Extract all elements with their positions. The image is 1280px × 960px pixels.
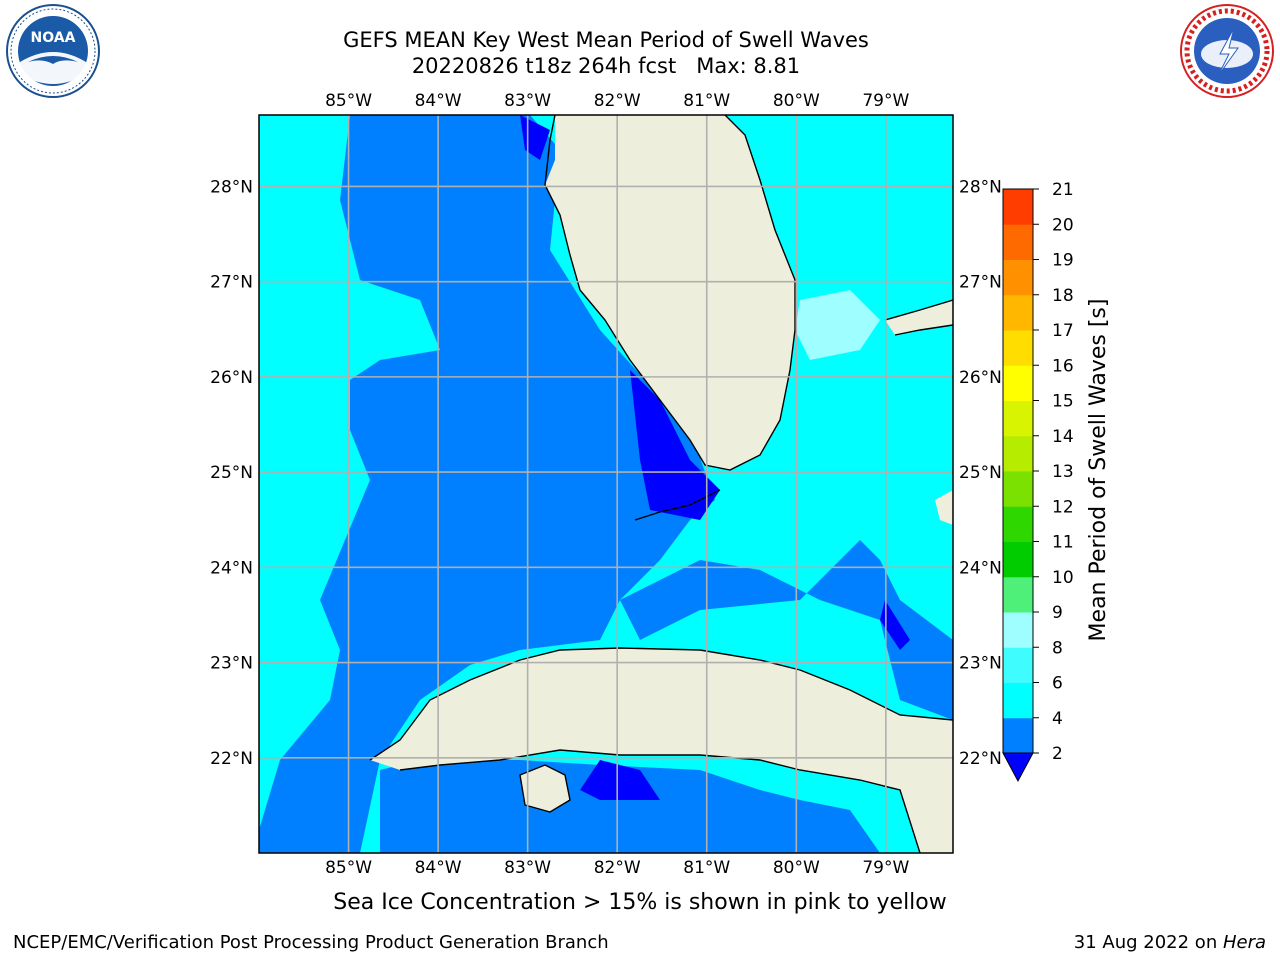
lon-tick-label: 83°W: [504, 858, 551, 878]
isla-juventud-land: [520, 765, 570, 812]
footer-date-text: 31 Aug 2022 on: [1073, 932, 1223, 953]
nws-logo: [1180, 4, 1274, 98]
colorbar-segment: [1003, 330, 1033, 366]
footer-date: 31 Aug 2022 on Hera: [1074, 932, 1266, 953]
coastlines: [369, 115, 953, 853]
lon-tick-label: 83°W: [504, 91, 551, 111]
colorbar-segment: [1003, 294, 1033, 331]
bahamas-land: [885, 300, 953, 335]
lat-tick-label: 24°N: [959, 558, 1002, 578]
lon-tick-label: 82°W: [594, 858, 641, 878]
colorbar-segment: [1003, 471, 1033, 507]
lon-labels-bottom: 85°W 84°W 83°W 82°W 81°W 80°W 79°W: [325, 858, 909, 878]
colorbar-under-arrow: [1002, 752, 1034, 783]
colorbar-tick-label: 18: [1052, 286, 1074, 306]
florida-land: [545, 115, 795, 470]
lon-tick-label: 84°W: [415, 91, 462, 111]
ocean-field-2-4: [259, 115, 715, 853]
colorbar-label: Mean Period of Swell Waves [s]: [1086, 299, 1111, 642]
colorbar-segment: [1003, 224, 1033, 260]
bahamas-land: [935, 490, 953, 525]
colorbar-tick-label: 20: [1052, 215, 1074, 235]
colorbar-tick-label: 15: [1052, 392, 1074, 412]
map-plot-area: [259, 115, 953, 853]
colorbar-tick-label: 9: [1052, 603, 1063, 623]
colorbar-segment: [1003, 576, 1033, 613]
colorbar-segment: [1003, 612, 1033, 648]
colorbar-tick-label: 11: [1052, 533, 1074, 553]
lon-tick-label: 79°W: [862, 91, 909, 111]
colorbar-segment: [1003, 365, 1033, 401]
ocean-field-2-4: [620, 540, 953, 720]
lat-tick-label: 27°N: [210, 273, 253, 293]
lon-labels-top: 85°W 84°W 83°W 82°W 81°W 80°W 79°W: [325, 91, 909, 111]
footer-host: Hera: [1222, 932, 1266, 953]
lon-tick-label: 81°W: [683, 91, 730, 111]
colorbar-segment: [1003, 541, 1033, 578]
noaa-logo: NOAA: [6, 4, 100, 98]
lat-tick-label: 28°N: [210, 177, 253, 197]
lon-tick-label: 84°W: [415, 858, 462, 878]
lat-tick-label: 26°N: [959, 368, 1002, 388]
colorbar-tick-label: 6: [1052, 674, 1063, 694]
colorbar: 2 4 6 8 9 10 11 12 13 14 15 16 17 18 19 20 21: [1002, 180, 1074, 783]
colorbar-tick-label: 17: [1052, 321, 1074, 341]
lat-tick-label: 24°N: [210, 558, 253, 578]
ocean-field-lt2: [880, 600, 910, 650]
colorbar-tick-label: 14: [1052, 427, 1074, 447]
colorbar-tick-label: 4: [1052, 709, 1063, 729]
colorbar-segment: [1003, 400, 1033, 437]
lon-tick-label: 82°W: [594, 91, 641, 111]
lat-tick-label: 23°N: [210, 654, 253, 674]
colorbar-tick-label: 12: [1052, 497, 1074, 517]
lat-tick-label: 23°N: [959, 654, 1002, 674]
colorbar-segment: [1003, 717, 1033, 754]
footer-credit: NCEP/EMC/Verification Post Processing Pr…: [13, 932, 609, 953]
colorbar-segment: [1003, 189, 1033, 225]
colorbar-tick-label: 19: [1052, 251, 1074, 271]
colorbar-tick-label: 10: [1052, 568, 1074, 588]
lat-labels-left: 28°N 27°N 26°N 25°N 24°N 23°N 22°N: [210, 177, 253, 768]
colorbar-segment: [1003, 647, 1033, 683]
cuba-land: [370, 648, 953, 853]
lon-tick-label: 85°W: [325, 858, 372, 878]
colorbar-segment: [1003, 682, 1033, 719]
colorbar-tick-label: 2: [1052, 744, 1063, 764]
lon-tick-label: 79°W: [862, 858, 909, 878]
map-gridlines: [259, 115, 953, 853]
colorbar-segment: [1003, 506, 1033, 542]
lon-tick-label: 81°W: [683, 858, 730, 878]
lat-labels-right: 28°N 27°N 26°N 25°N 24°N 23°N 22°N: [959, 177, 1002, 768]
colorbar-segment: [1003, 435, 1033, 472]
map-frame: [258, 114, 954, 854]
ocean-field-lt2: [580, 760, 660, 800]
lon-tick-label: 80°W: [773, 858, 820, 878]
colorbar-segment: [1003, 259, 1033, 296]
lon-tick-label: 85°W: [325, 91, 372, 111]
ocean-field-lt2: [630, 370, 720, 520]
chart-title: GEFS MEAN Key West Mean Period of Swell …: [343, 28, 869, 52]
lon-tick-label: 80°W: [773, 91, 820, 111]
lat-tick-label: 28°N: [959, 177, 1002, 197]
ocean-field-2-4: [380, 760, 880, 853]
colorbar-tick-label: 13: [1052, 462, 1074, 482]
noaa-logo-text: NOAA: [31, 30, 76, 46]
ocean-field-2-4: [360, 115, 530, 270]
colorbar-tick-label: 16: [1052, 356, 1074, 376]
lat-tick-label: 25°N: [210, 463, 253, 483]
colorbar-tick-label: 21: [1052, 180, 1074, 200]
lat-tick-label: 22°N: [210, 749, 253, 769]
ocean-field-8-9: [795, 290, 880, 360]
chart-subtitle: 20220826 t18z 264h fcst Max: 8.81: [411, 54, 801, 78]
lat-tick-label: 22°N: [959, 749, 1002, 769]
lat-tick-label: 25°N: [959, 463, 1002, 483]
lat-tick-label: 26°N: [210, 368, 253, 388]
colorbar-tick-label: 8: [1052, 638, 1063, 658]
lat-tick-label: 27°N: [959, 273, 1002, 293]
sea-ice-caption: Sea Ice Concentration > 15% is shown in …: [333, 890, 947, 915]
